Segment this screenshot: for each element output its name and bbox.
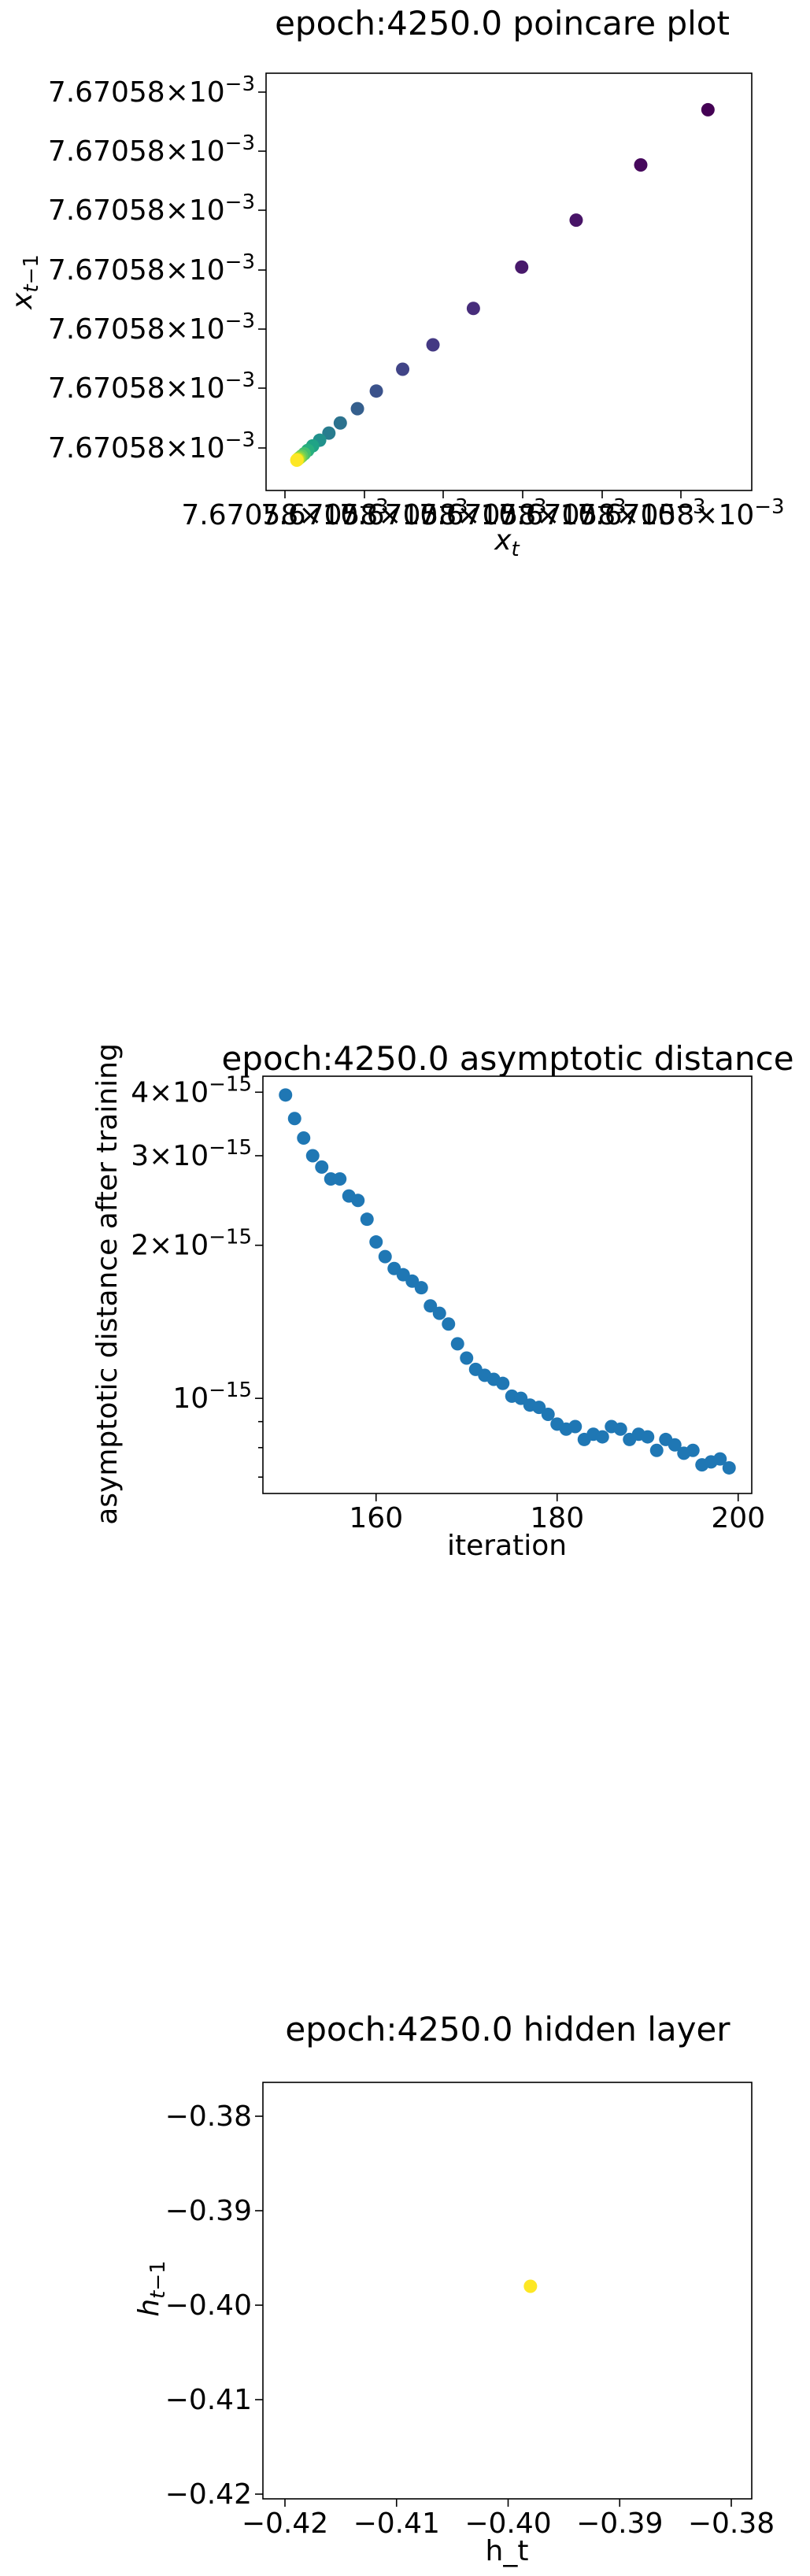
distance-point [315,1160,329,1174]
y-tick-label: 10−15 [172,1379,252,1415]
distance-point [414,1281,428,1295]
x-tick-label: −0.42 [242,2508,328,2540]
y-tick-label: 7.67058×10−3 [48,72,255,109]
poincare-plot-title: epoch:4250.0 poincare plot [275,4,730,43]
x-tick-label: 7.67058×10−3 [339,495,546,531]
distance-point [333,1172,347,1186]
y-tick-label: 7.67058×10−3 [48,131,255,168]
poincare-x-axis-label: xt [494,524,520,561]
y-tick-label: 7.67058×10−3 [48,428,255,464]
distance-point [378,1249,392,1264]
asymptotic-y-ticks: 4×10−15 3×10−15 2×10−15 10−15 [131,1072,263,1479]
y-tick-label: −0.42 [165,2478,252,2511]
x-tick-label: 200 [711,1502,765,1534]
hidden-layer-plot-area [262,2082,753,2500]
poincare-point [634,158,648,172]
distance-point [305,1149,320,1163]
distance-point [460,1351,474,1365]
hidden-layer-chart: epoch:4250.0 hidden layer −0.42−0.41−0.4… [133,2010,775,2567]
poincare-point [322,426,336,440]
asymptotic-points [279,1088,736,1475]
poincare-point [396,362,410,376]
asymptotic-distance-plot-area [262,1075,753,1494]
hidden-x-axis-label: h_t [486,2535,529,2567]
distance-point [532,1401,546,1415]
asymptotic-distance-chart: epoch:4250.0 asymptotic distance 4×10−15… [91,1039,794,1562]
distance-point [442,1317,456,1331]
poincare-plot-area [265,72,753,491]
x-tick-label: −0.39 [576,2508,663,2540]
distance-point [423,1299,438,1313]
distance-point [432,1306,446,1320]
y-tick-label: 4×10−15 [131,1072,252,1108]
distance-point [541,1408,555,1422]
y-tick-label: 7.67058×10−3 [48,250,255,287]
poincare-point [701,102,715,117]
y-tick-label: 7.67058×10−3 [48,191,255,227]
distance-point [595,1430,609,1444]
y-tick-label: −0.39 [165,2195,252,2227]
distance-point [649,1443,664,1457]
distance-point [287,1112,301,1126]
poincare-point [290,453,304,467]
x-tick-label: 180 [530,1502,584,1534]
distance-point [613,1422,627,1436]
x-tick-label: 7.67058×10−3 [419,495,626,531]
x-tick-label: −0.41 [353,2508,440,2540]
y-tick-label: 3×10−15 [131,1136,252,1172]
asymptotic-distance-title: epoch:4250.0 asymptotic distance [221,1039,793,1078]
poincare-point [369,384,383,398]
x-tick-label: 7.67058×10−3 [181,495,388,531]
asymptotic-x-ticks: 160 180 200 [349,1493,765,1534]
y-tick-label: 7.67058×10−3 [48,309,255,346]
hidden-y-axis-label: ht−1 [133,2260,170,2316]
y-tick-label: −0.38 [165,2100,252,2133]
x-tick-label: 7.67058×10−3 [498,495,705,531]
y-tick-label: 7.67058×10−3 [48,368,255,405]
distance-point [722,1460,736,1475]
x-tick-label: 7.67058×10−3 [577,495,784,531]
poincare-point [426,338,440,352]
poincare-point [350,402,364,416]
poincare-point [569,213,583,228]
y-tick-label: 2×10−15 [131,1226,252,1262]
y-tick-label: −0.40 [165,2289,252,2322]
distance-point [450,1337,464,1351]
distance-point [297,1131,311,1146]
poincare-points [290,102,715,467]
x-tick-label: 7.67058×10−3 [261,495,468,531]
distance-point [713,1452,727,1466]
hidden-layer-title: epoch:4250.0 hidden layer [285,2010,730,2049]
distance-point [351,1194,365,1208]
distance-point [279,1088,293,1102]
distance-point [668,1438,682,1452]
hidden-x-ticks: −0.42 −0.41 −0.40 −0.39 −0.38 [242,2499,775,2540]
hidden-point [523,2279,538,2293]
asymptotic-y-axis-label: asymptotic distance after training [91,1043,124,1525]
distance-point [641,1430,655,1444]
distance-point [686,1443,700,1457]
poincare-x-ticks: 7.67058×10−37.67058×10−37.67058×10−37.67… [181,490,785,531]
x-tick-label: −0.38 [688,2508,775,2540]
hidden-y-ticks: −0.42 −0.41 −0.40 −0.39 −0.38 [165,2100,263,2511]
y-tick-label: −0.41 [165,2384,252,2416]
poincare-y-axis-label: xt−1 [6,254,43,310]
x-tick-label: −0.40 [464,2508,551,2540]
poincare-point [466,302,480,316]
poincare-y-ticks: 7.67058×10−3 7.67058×10−3 7.67058×10−3 7.67… [48,72,266,464]
asymptotic-x-axis-label: iteration [447,1530,567,1562]
distance-point [496,1376,510,1390]
poincare-plot-chart: epoch:4250.0 poincare plot 7.67058×10−37… [6,4,785,561]
poincare-point [515,260,529,274]
poincare-point [333,416,347,430]
distance-point [568,1419,583,1434]
x-tick-label: 160 [349,1502,403,1534]
distance-point [360,1212,374,1227]
distance-point [369,1235,383,1249]
hidden-points [523,2279,538,2293]
